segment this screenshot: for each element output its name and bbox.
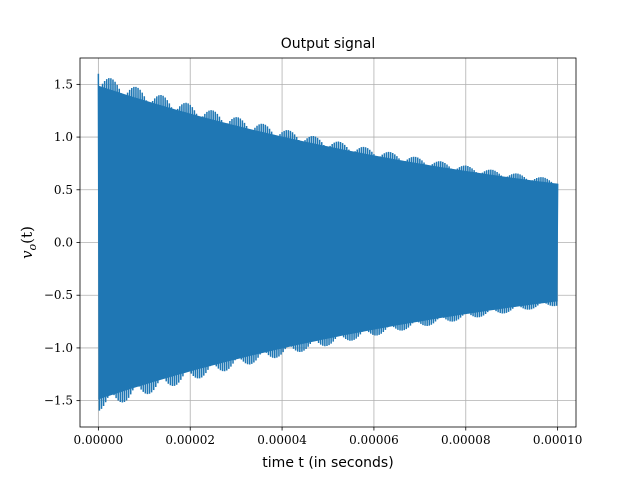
y-tick-label: −0.5: [44, 288, 73, 302]
y-axis-label-main: v: [18, 250, 36, 259]
y-axis-label-rest: (t): [18, 226, 36, 244]
y-tick-label: 0.5: [54, 183, 73, 197]
y-axis-label: vo(t): [18, 226, 39, 259]
x-tick-label: 0.00008: [441, 433, 491, 447]
x-tick-label: 0.00004: [257, 433, 307, 447]
y-tick-label: −1.5: [44, 394, 73, 408]
y-axis-ticks: −1.5 −1.0 −0.5 0.0 0.5 1.0 1.5: [44, 77, 80, 408]
signal-envelope-band: [98, 85, 558, 400]
y-axis-label-subscript: o: [26, 243, 39, 250]
x-tick-label: 0.00000: [74, 433, 124, 447]
chart-title: Output signal: [281, 36, 376, 52]
x-tick-label: 0.00010: [533, 433, 583, 447]
y-tick-label: −1.0: [44, 341, 73, 355]
x-tick-label: 0.00002: [165, 433, 215, 447]
x-axis-ticks: 0.00000 0.00002 0.00004 0.00006 0.00008 0.000…: [74, 427, 583, 447]
series-layer: [97, 73, 559, 411]
y-tick-label: 1.5: [54, 77, 73, 91]
y-tick-label: 0.0: [54, 236, 73, 250]
x-tick-label: 0.00006: [349, 433, 399, 447]
y-tick-label: 1.0: [54, 130, 73, 144]
x-axis-label: time t (in seconds): [262, 455, 393, 471]
